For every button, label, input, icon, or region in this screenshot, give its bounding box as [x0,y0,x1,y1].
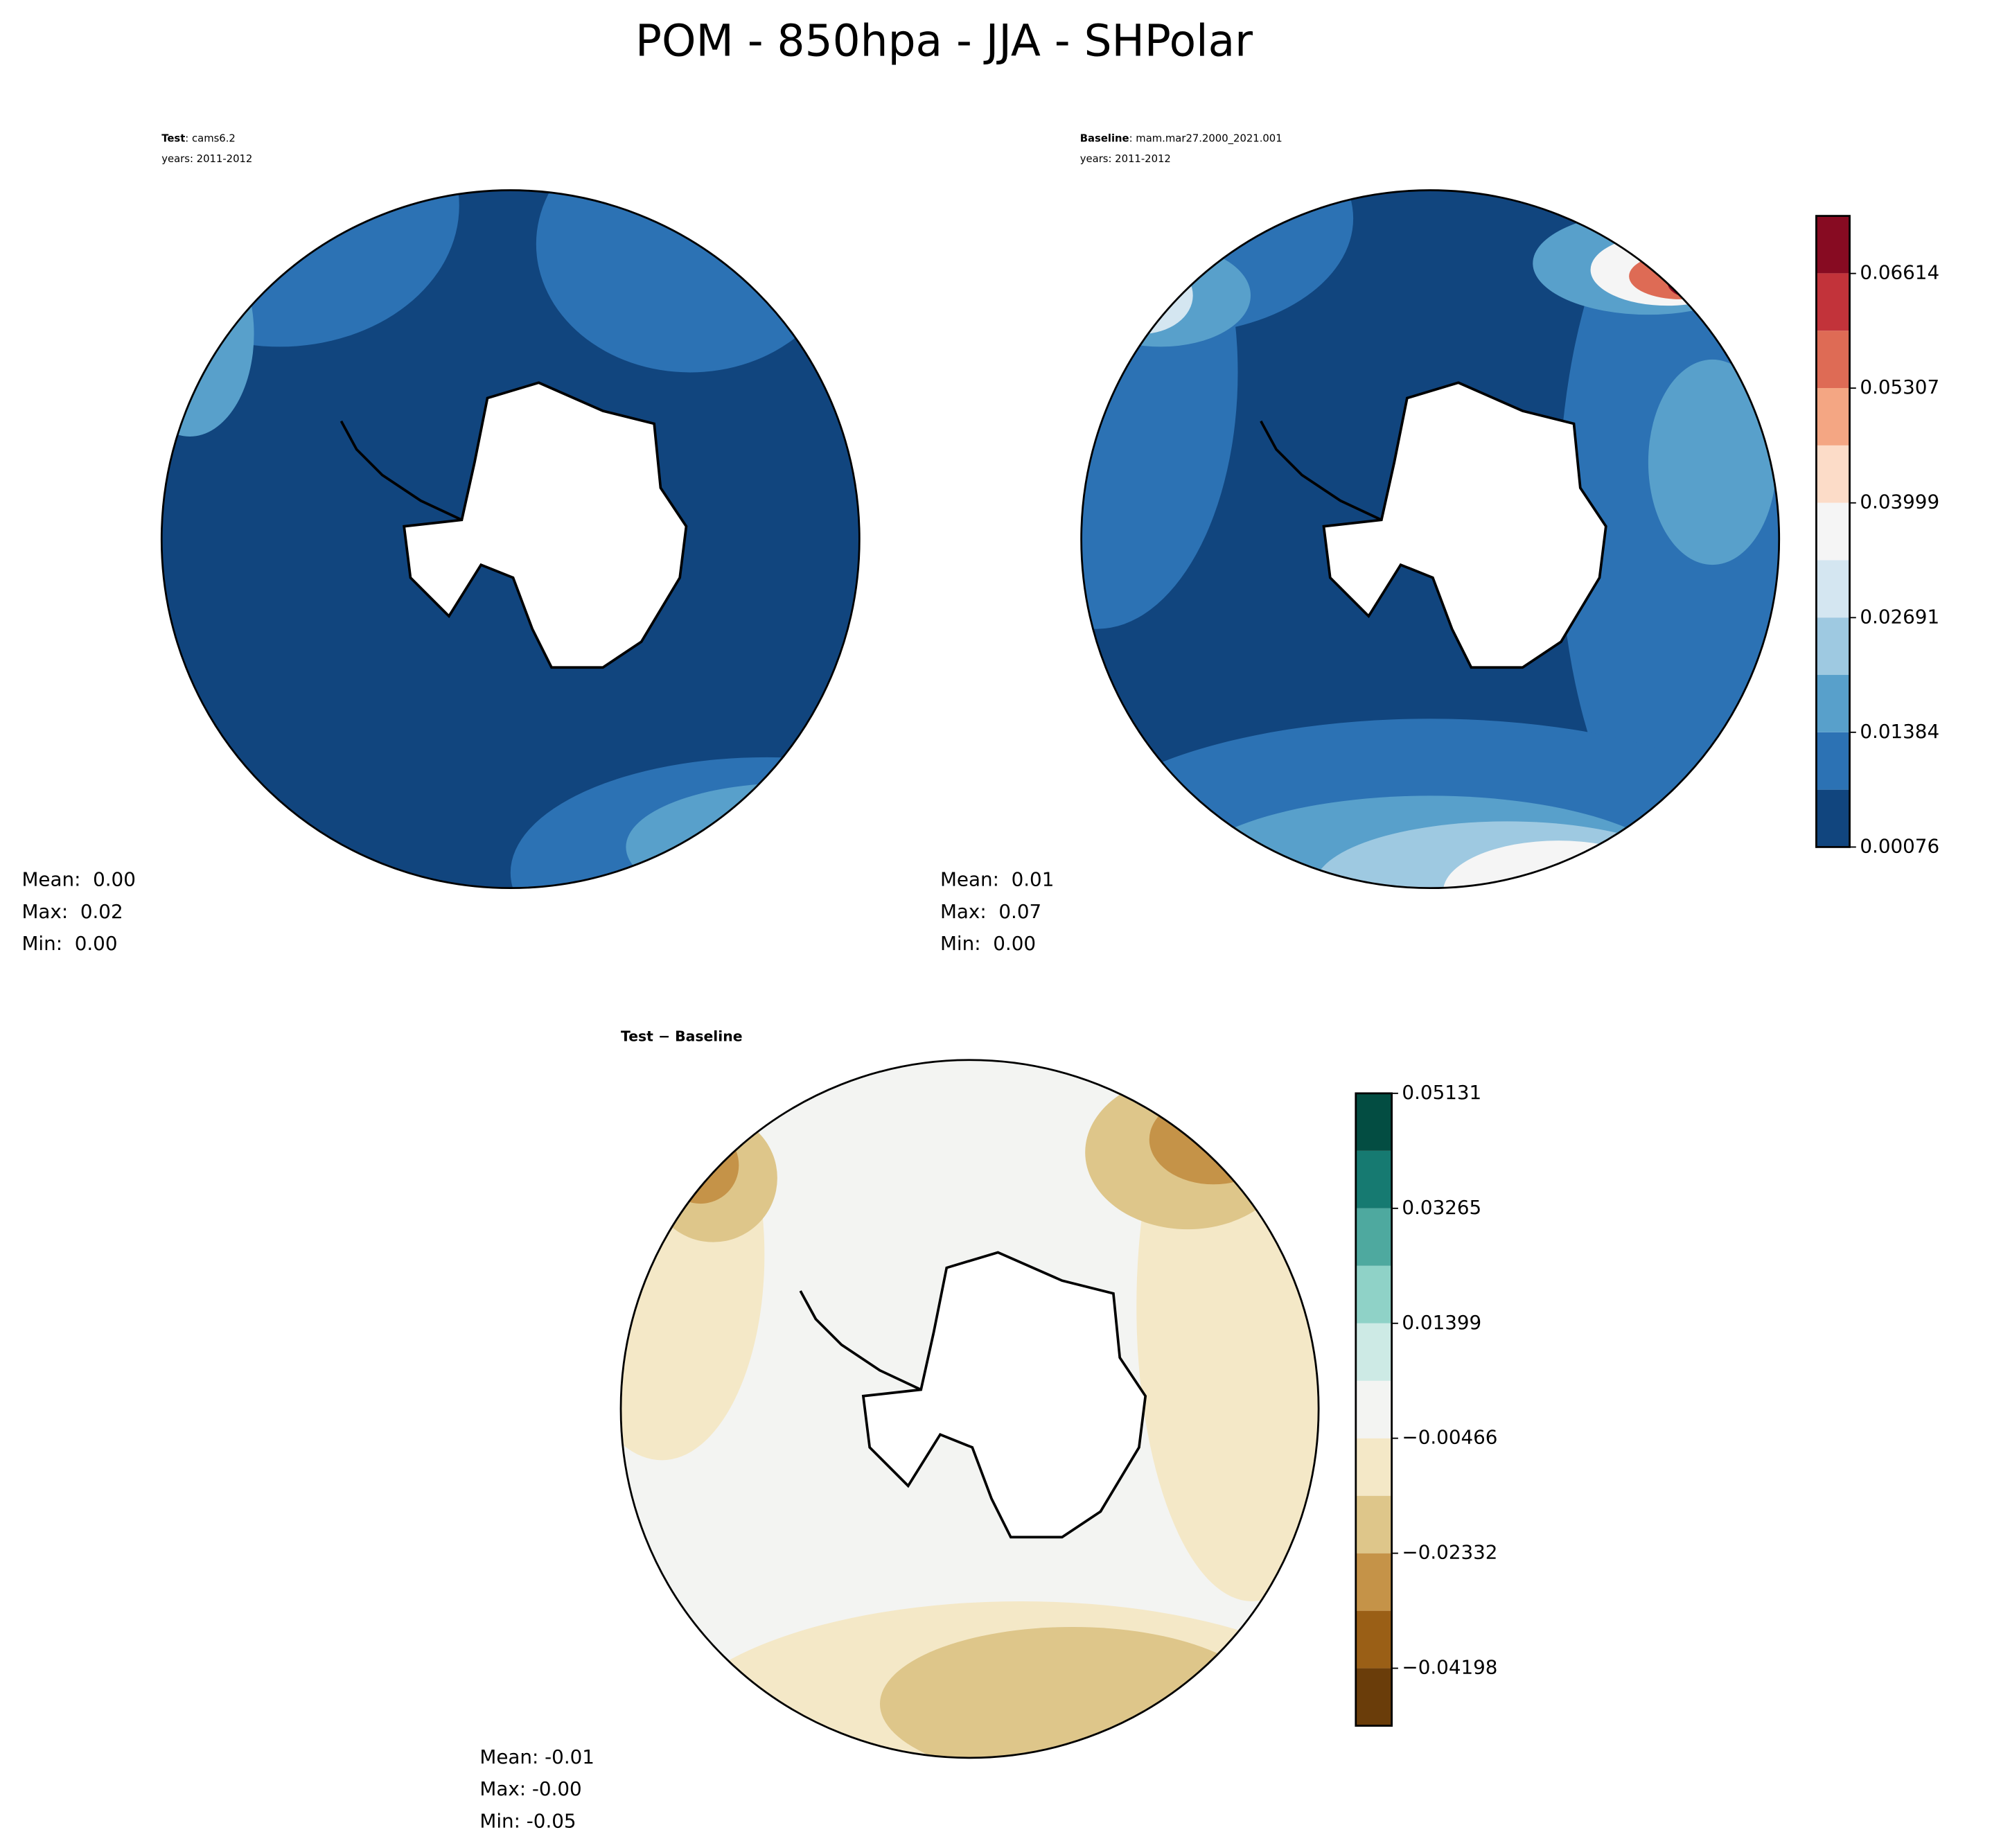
colorbar-band [1355,1610,1392,1669]
colorbar-frame [1355,1092,1393,1727]
contour-region [1443,841,1674,888]
colorbar-tick-label: −0.04198 [1402,1656,1497,1679]
panel-years: years: 2011-2012 [1080,153,1171,165]
colorbar-frame [1815,215,1851,848]
colorbar-tick-label: 0.00076 [1860,834,1939,857]
stat-text: Min: 0.00 [21,932,117,955]
stat-text: Mean: 0.00 [21,868,135,891]
colorbar-tick-label: 0.03999 [1860,491,1939,513]
colorbar-tick-label: −0.00466 [1402,1426,1497,1449]
colorbar-tick-label: 0.06614 [1860,261,1939,284]
stat-text: Max: 0.02 [21,900,123,923]
stat-text: Max: 0.07 [940,900,1041,923]
colorbar-band [1355,1208,1392,1266]
colorbar-band [1355,1553,1392,1611]
colorbar-band [1816,445,1850,503]
colorbar-band [1355,1323,1392,1381]
contour-region [879,1627,1265,1758]
panel-label: Baseline: mam.mar27.2000_2021.001 [1080,133,1282,145]
colorbar-tick-label: 0.05307 [1860,376,1939,398]
contour-region [668,1129,707,1176]
panel-years: years: 2011-2012 [161,153,252,165]
stat-text: Max: -0.00 [479,1777,581,1800]
stat-text: Mean: -0.01 [479,1745,594,1768]
colorbar-tick-label: 0.03265 [1402,1196,1481,1219]
colorbar-band [1816,215,1850,274]
contour-region [1090,256,1193,334]
colorbar-band [1355,1668,1392,1726]
contour-region [1081,244,1251,347]
contour-region [1648,359,1777,565]
colorbar-tick-label: 0.02691 [1860,605,1939,628]
colorbar-tick-label: 0.01399 [1402,1311,1481,1334]
colorbar-band [1816,789,1850,847]
map-frame [1080,189,1781,890]
contour-region [1667,267,1719,299]
panel-label-name: : cams6.2 [185,133,236,145]
contour-region [1081,190,1238,629]
contour-region [161,231,254,437]
map-frame [619,1059,1320,1759]
colorbar-band [1816,502,1850,561]
colorbar-band [1816,560,1850,618]
map-frame [160,189,861,890]
stat-text: Mean: 0.01 [940,868,1054,891]
contour-region [662,1127,739,1204]
colorbar-band [1355,1265,1392,1323]
contour-region [1136,1059,1319,1601]
contour-region [1629,253,1732,299]
colorbar-band [1816,732,1850,790]
colorbar-tick-label: −0.02332 [1402,1541,1497,1564]
panel-label-bold: Baseline [1080,133,1129,145]
colorbar-band [1816,388,1850,446]
panel-title: Test − Baseline [621,1028,743,1044]
colorbar-band [1355,1093,1392,1151]
contour-region [536,190,845,373]
contour-region [1096,272,1161,319]
colorbar-band [1816,675,1850,732]
colorbar-band [1355,1380,1392,1438]
colorbar-tick-label: 0.05131 [1402,1081,1481,1104]
colorbar-band [1816,331,1850,389]
contour-region [1314,821,1700,888]
contour-region [1149,1094,1278,1185]
stat-text: Min: 0.00 [940,932,1036,955]
figure-title: POM - 850hpa - JJA - SHPolar [635,16,1253,67]
stat-text: Min: -0.05 [479,1809,576,1832]
colorbar-band [1355,1495,1392,1554]
contour-region [1200,1109,1265,1156]
colorbar-band [1816,273,1850,331]
panel-label-bold: Test [161,133,185,145]
colorbar-band [1816,617,1850,676]
colorbar-band [1355,1438,1392,1496]
panel-label: Test: cams6.2 [161,133,236,145]
colorbar-tick-label: 0.01384 [1860,720,1939,743]
panel-label-name: : mam.mar27.2000_2021.001 [1129,133,1282,145]
contour-region [621,1059,765,1461]
colorbar-band [1355,1150,1392,1208]
